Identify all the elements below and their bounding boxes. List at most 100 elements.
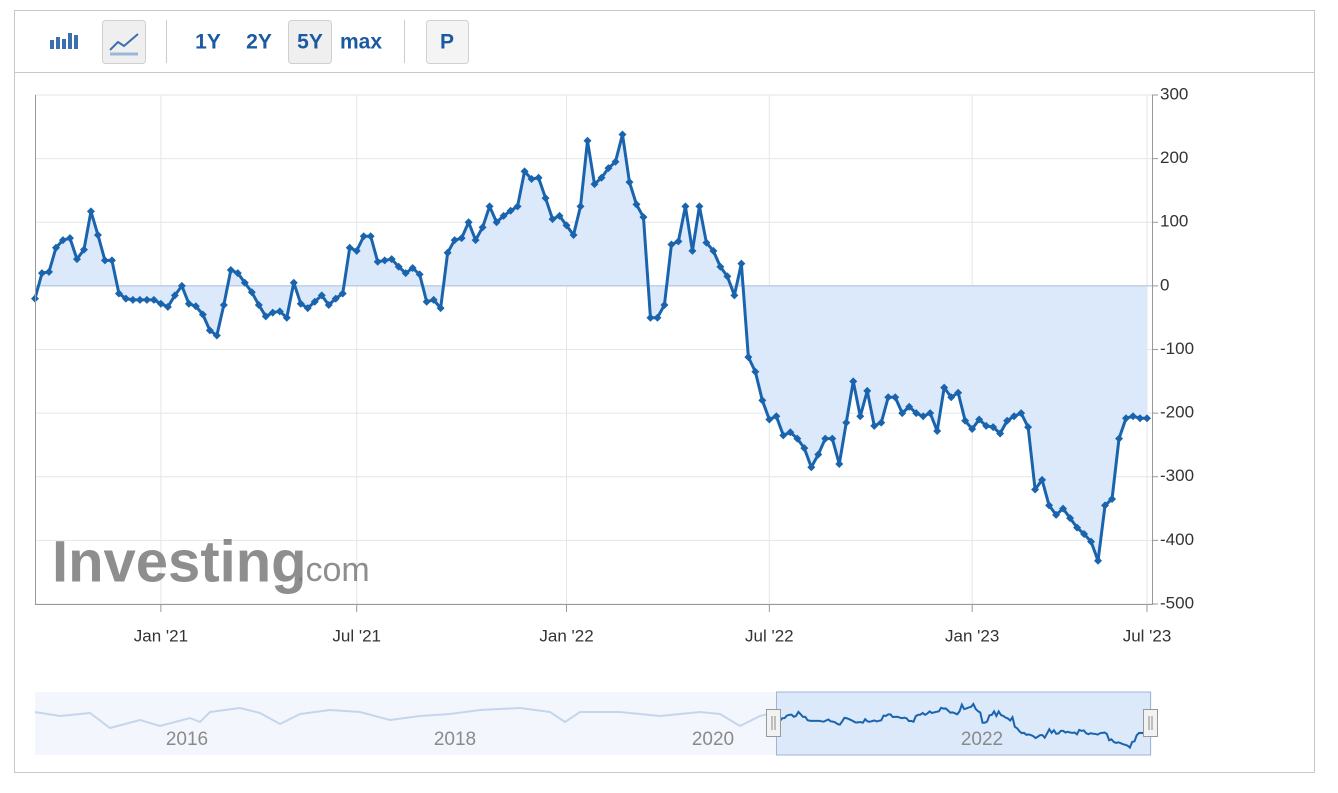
point: [569, 230, 578, 239]
y-tick-label: 0: [1160, 275, 1169, 294]
point: [373, 257, 382, 266]
point: [240, 278, 249, 287]
point: [338, 289, 347, 298]
point: [884, 393, 893, 402]
point: [919, 412, 928, 421]
point: [184, 299, 193, 308]
point: [611, 157, 620, 166]
point: [646, 313, 655, 322]
point: [1143, 414, 1151, 423]
point: [576, 202, 585, 211]
point: [37, 269, 46, 278]
point: [1031, 485, 1040, 494]
y-tick-label: -300: [1160, 466, 1194, 485]
point: [961, 416, 970, 425]
point: [772, 412, 781, 421]
point: [142, 295, 151, 304]
point: [345, 243, 354, 252]
point: [296, 299, 305, 308]
y-tick-label: 300: [1160, 84, 1188, 103]
point: [205, 326, 214, 335]
point: [352, 246, 361, 255]
point: [548, 215, 557, 224]
point: [562, 221, 571, 230]
point: [303, 304, 312, 313]
point: [982, 421, 991, 430]
point: [282, 313, 291, 322]
point: [1101, 501, 1110, 510]
point: [527, 174, 536, 183]
navigator-handle[interactable]: [766, 709, 781, 737]
point: [121, 294, 130, 303]
point: [436, 304, 445, 313]
point: [758, 396, 767, 405]
line-chart-button[interactable]: [102, 20, 146, 64]
point: [814, 450, 823, 459]
y-tick-label: -500: [1160, 593, 1194, 612]
point: [793, 434, 802, 443]
navigator-year: 2022: [961, 729, 1003, 750]
point: [58, 236, 67, 245]
point: [1094, 556, 1103, 565]
x-tick-label: Jan '22: [539, 626, 593, 645]
y-tick-label: -100: [1160, 339, 1194, 358]
point: [366, 232, 375, 241]
point: [702, 238, 711, 247]
range-button[interactable]: 1Y: [195, 31, 221, 54]
navigator-year: 2018: [434, 729, 476, 750]
point: [1010, 412, 1019, 421]
point: [604, 164, 613, 173]
point: [856, 412, 865, 421]
point: [324, 300, 333, 309]
point: [905, 402, 914, 411]
range-button[interactable]: 5Y: [297, 31, 323, 54]
navigator-handle[interactable]: [1143, 709, 1158, 737]
point: [800, 444, 809, 453]
point: [653, 313, 662, 322]
point: [737, 259, 746, 268]
line: [33, 132, 1147, 563]
navigator-year: 2020: [692, 729, 734, 750]
point: [870, 421, 879, 430]
point: [660, 300, 669, 309]
point: [275, 307, 284, 316]
range-button[interactable]: 2Y: [246, 31, 272, 54]
point: [226, 265, 235, 274]
point: [51, 243, 60, 252]
point: [1073, 523, 1082, 532]
point: [975, 415, 984, 424]
p-button[interactable]: P: [440, 31, 454, 54]
range-button[interactable]: max: [340, 31, 382, 54]
point: [310, 297, 319, 306]
watermark-brand: Investing: [52, 529, 307, 594]
point: [317, 291, 326, 300]
watermark-suffix: .com: [296, 551, 370, 589]
selected-range-box: [288, 20, 332, 64]
point: [835, 460, 844, 469]
point: [135, 295, 144, 304]
point: [261, 312, 270, 321]
point: [128, 295, 137, 304]
point: [219, 300, 228, 309]
point: [807, 463, 816, 472]
point: [989, 423, 998, 432]
point: [450, 236, 459, 245]
point: [744, 353, 753, 362]
point: [709, 246, 718, 255]
point: [695, 202, 704, 211]
point: [1129, 412, 1138, 421]
point: [583, 136, 592, 145]
point: [170, 291, 179, 300]
point: [912, 409, 921, 418]
point: [828, 434, 837, 443]
point: [1017, 409, 1026, 418]
x-tick-label: Jul '23: [1123, 626, 1172, 645]
point: [485, 202, 494, 211]
point: [394, 262, 403, 271]
bar-chart-button[interactable]: [50, 33, 78, 49]
point: [457, 234, 466, 243]
navigator-year: 2016: [166, 729, 208, 750]
point: [639, 213, 648, 222]
point: [1080, 530, 1089, 539]
